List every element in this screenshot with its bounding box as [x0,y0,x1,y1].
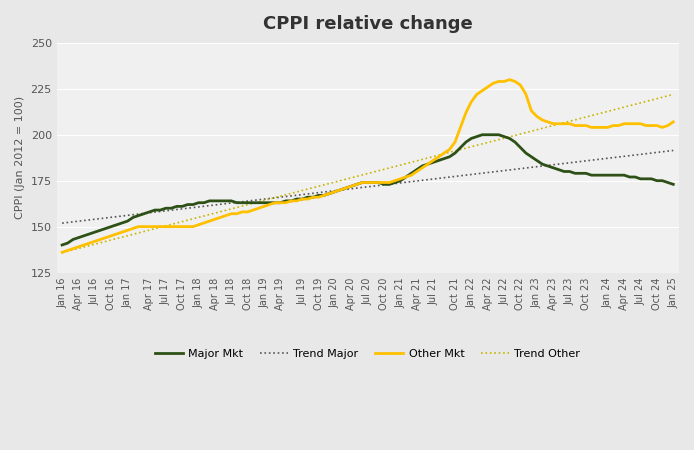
Y-axis label: CPPI (Jan 2012 = 100): CPPI (Jan 2012 = 100) [15,96,25,219]
Legend: Major Mkt, Trend Major, Other Mkt, Trend Other: Major Mkt, Trend Major, Other Mkt, Trend… [151,345,584,364]
Title: CPPI relative change: CPPI relative change [263,15,473,33]
